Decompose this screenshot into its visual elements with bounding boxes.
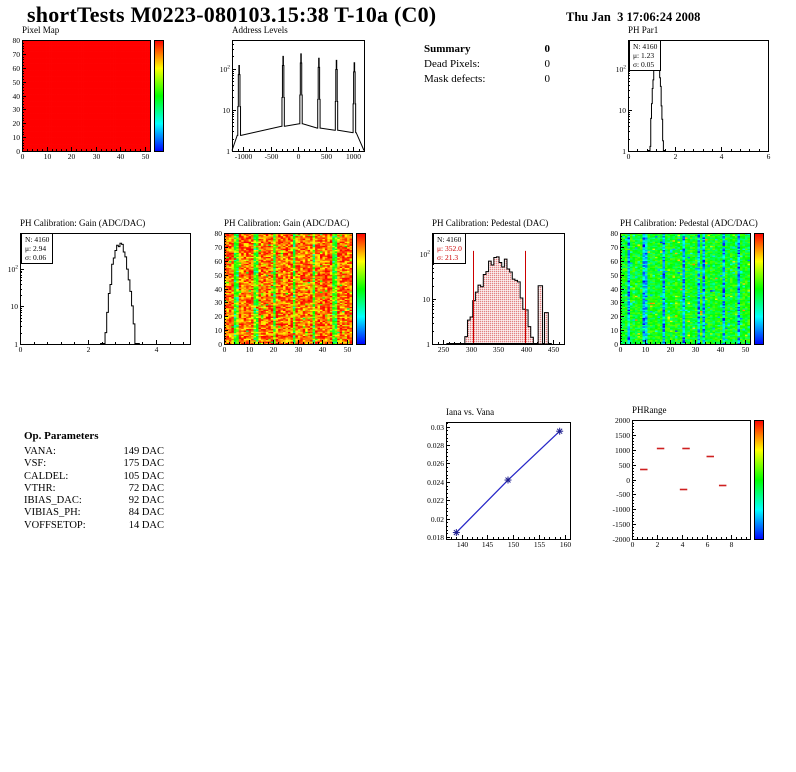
chart-gain-map: PH Calibration: Gain (ADC/DAC) <box>204 218 376 358</box>
summary-row-dead-pixels: Dead Pixels: 0 <box>424 57 550 72</box>
stats-box-pedestal: N: 4160 μ: 352.0 σ: 21.3 <box>433 233 466 264</box>
stats-n: N: 4160 <box>437 235 462 244</box>
stats-n: N: 4160 <box>633 42 658 51</box>
op-row-ibias-dac: IBIAS_DAC: 92 DAC <box>24 495 164 507</box>
vthr-value: 72 DAC <box>128 482 164 494</box>
stats-n: N: 4160 <box>25 235 50 244</box>
op-row-vibias-ph: VIBIAS_PH: 84 DAC <box>24 507 164 519</box>
stats-sigma: σ: 0.05 <box>633 60 655 69</box>
vibias-ph-label: VIBIAS_PH: <box>24 507 81 519</box>
op-parameters-title: Op. Parameters <box>24 430 99 442</box>
chart-pedestal-map: PH Calibration: Pedestal (ADC/DAC) <box>600 218 774 358</box>
chart-title-pixel-map: Pixel Map <box>22 25 60 35</box>
op-parameters-block: Op. Parameters VANA: 149 DAC VSF: 175 DA… <box>24 430 164 532</box>
op-row-caldel: CALDEL: 105 DAC <box>24 471 164 483</box>
chart-title-pedestal-hist: PH Calibration: Pedestal (DAC) <box>432 218 549 228</box>
op-row-vthr: VTHR: 72 DAC <box>24 483 164 495</box>
summary-title: Summary <box>424 43 471 55</box>
mask-defects-value: 0 <box>544 73 551 85</box>
address-levels-plot <box>212 36 370 165</box>
chart-phrange: PHRange <box>604 405 774 553</box>
iana-vs-vana-plot <box>418 418 576 553</box>
vana-value: 149 DAC <box>123 446 164 457</box>
caldel-label: CALDEL: <box>24 470 69 482</box>
voffsetop-value: 14 DAC <box>128 519 164 531</box>
chart-title-address-levels: Address Levels <box>232 25 288 35</box>
vibias-ph-value: 84 DAC <box>128 507 164 519</box>
ibias-dac-label: IBIAS_DAC: <box>24 495 82 507</box>
stats-mu: μ: 2.94 <box>25 244 47 253</box>
stats-mu: μ: 1.23 <box>633 51 655 60</box>
pixel-map-plot <box>2 36 174 165</box>
dead-pixels-label: Dead Pixels: <box>424 58 480 70</box>
summary-row-mask-defects: Mask defects: 0 <box>424 72 550 87</box>
stats-mu: μ: 352.0 <box>437 244 462 253</box>
voffsetop-label: VOFFSETOP: <box>24 519 86 531</box>
summary-value: 0 <box>544 43 551 55</box>
timestamp: Thu Jan 3 17:06:24 2008 <box>566 10 701 24</box>
pedestal-map-plot <box>600 229 774 358</box>
caldel-value: 105 DAC <box>123 470 164 482</box>
vsf-value: 175 DAC <box>123 458 164 470</box>
chart-address-levels: Address Levels <box>212 25 370 165</box>
chart-title-ph-par1: PH Par1 <box>628 25 659 35</box>
summary-block: Summary 0 Dead Pixels: 0 Mask defects: 0 <box>424 42 550 87</box>
chart-title-pedestal-map: PH Calibration: Pedestal (ADC/DAC) <box>620 218 758 228</box>
op-row-vana: VANA: 149 DAC <box>24 446 164 458</box>
chart-title-gain-map: PH Calibration: Gain (ADC/DAC) <box>224 218 350 228</box>
stats-box-gain: N: 4160 μ: 2.94 σ: 0.06 <box>21 233 54 264</box>
stats-box-ph-par1: N: 4160 μ: 1.23 σ: 0.05 <box>629 40 662 71</box>
op-row-voffsetop: VOFFSETOP: 14 DAC <box>24 520 164 532</box>
stats-sigma: σ: 0.06 <box>25 253 47 262</box>
stats-sigma: σ: 21.3 <box>437 253 459 262</box>
gain-map-plot <box>204 229 376 358</box>
chart-ph-par1: PH Par1 N: 4160 μ: 1.23 σ: 0.05 <box>608 25 774 165</box>
chart-gain-hist: PH Calibration: Gain (ADC/DAC) N: 4160 μ… <box>0 218 196 358</box>
chart-title-gain-hist: PH Calibration: Gain (ADC/DAC) <box>20 218 146 228</box>
phrange-plot <box>604 416 774 553</box>
vsf-label: VSF: <box>24 458 47 470</box>
vthr-label: VTHR: <box>24 482 56 494</box>
summary-header-row: Summary 0 <box>424 42 550 57</box>
dead-pixels-value: 0 <box>544 58 551 70</box>
mask-defects-label: Mask defects: <box>424 73 486 85</box>
chart-title-phrange: PHRange <box>632 405 667 415</box>
ibias-dac-value: 92 DAC <box>128 495 164 507</box>
chart-pedestal-hist: PH Calibration: Pedestal (DAC) N: 4160 μ… <box>412 218 570 358</box>
chart-title-iana-vs-vana: Iana vs. Vana <box>446 407 495 417</box>
op-row-vsf: VSF: 175 DAC <box>24 458 164 470</box>
chart-iana-vs-vana: Iana vs. Vana <box>418 407 576 553</box>
page-title: shortTests M0223-080103.15:38 T-10a (C0) <box>27 2 437 27</box>
chart-pixel-map: Pixel Map <box>2 25 174 165</box>
vana-label: VANA: <box>24 446 56 457</box>
